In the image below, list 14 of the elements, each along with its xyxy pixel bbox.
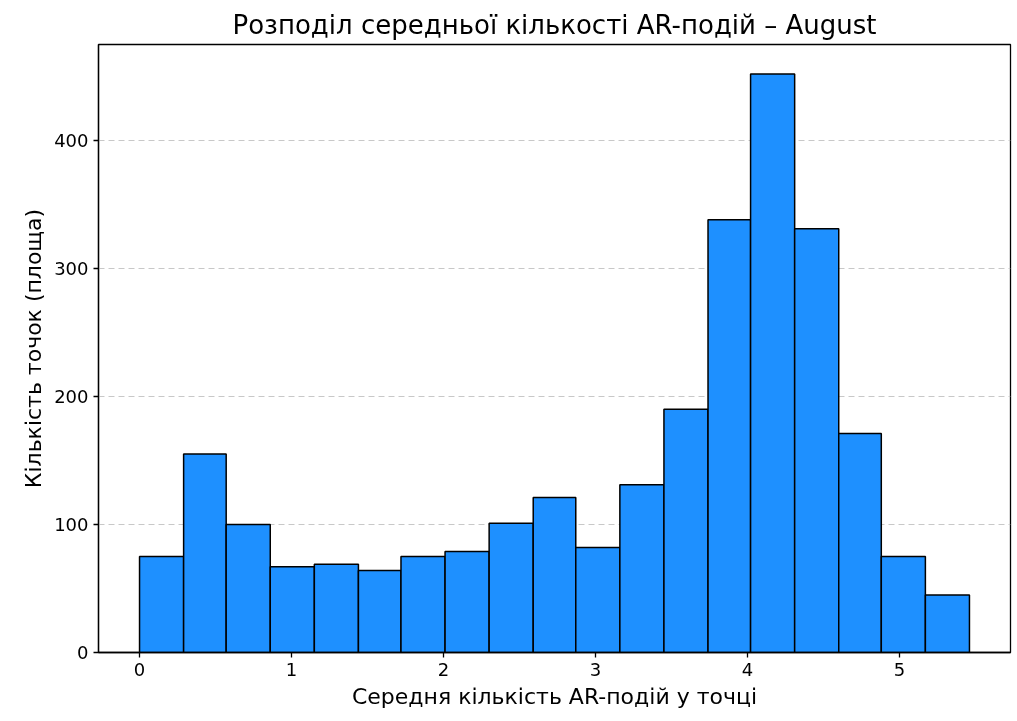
chart-title: Розподіл середньої кількості AR-подій – August [232, 9, 877, 40]
x-tick-label: 1 [285, 658, 298, 680]
x-tick-label: 5 [893, 658, 906, 680]
x-tick-label: 0 [133, 658, 146, 680]
x-tick-label: 2 [437, 658, 450, 680]
y-tick-label: 400 [54, 130, 89, 151]
y-tick-label: 0 [77, 642, 89, 663]
x-tick-label: 3 [589, 658, 602, 680]
x-axis-title: Середня кількість AR-подій у точці [351, 683, 758, 709]
y-axis-title: Кількість точок (площа) [21, 208, 47, 489]
y-tick-label: 300 [54, 258, 89, 279]
y-tick-label: 200 [54, 386, 89, 407]
y-tick-label: 100 [54, 514, 89, 535]
x-tick-label: 4 [741, 658, 754, 680]
